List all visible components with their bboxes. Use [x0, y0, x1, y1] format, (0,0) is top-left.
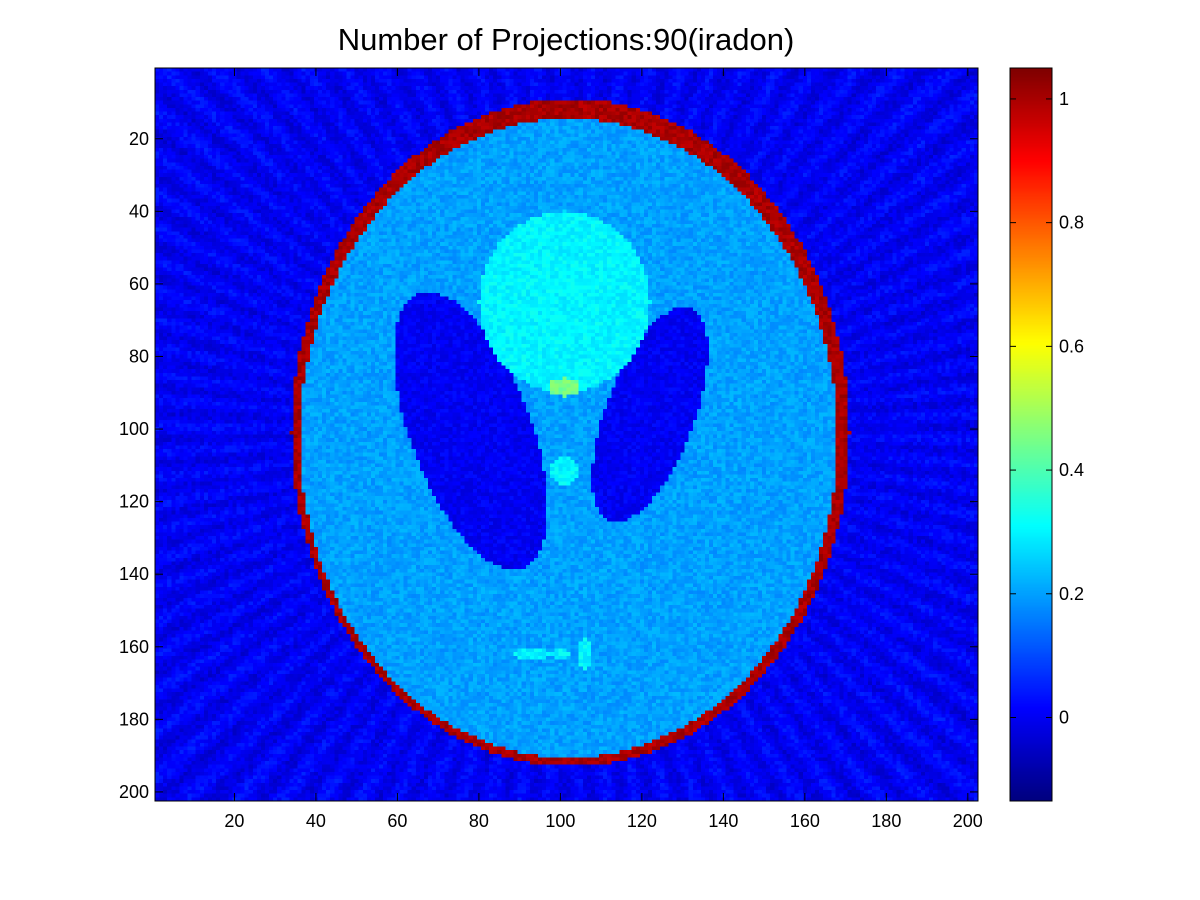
- colorbar-ticks: 0 0.2 0.4 0.6 0.8 1: [1010, 89, 1084, 727]
- y-tick-label: 200: [119, 782, 149, 802]
- colorbar: 0 0.2 0.4 0.6 0.8 1: [1009, 67, 1084, 802]
- x-tick-label: 200: [953, 811, 983, 831]
- colorbar-tick-label: 0.4: [1059, 460, 1084, 480]
- y-tick-label: 80: [129, 346, 149, 366]
- x-tick-label: 20: [224, 811, 244, 831]
- plot-area: 20 40 60 80 100 120 140 160 180 200 20 40 60 80 100 12…: [119, 67, 983, 831]
- x-axis: 20 40 60 80 100 120 140 160 180 200: [224, 68, 983, 831]
- x-tick-label: 160: [790, 811, 820, 831]
- y-tick-label: 40: [129, 201, 149, 221]
- x-tick-label: 100: [545, 811, 575, 831]
- y-tick-label: 140: [119, 564, 149, 584]
- plot-frame: [154, 67, 979, 802]
- colorbar-tick-label: 1: [1059, 89, 1069, 109]
- y-tick-label: 20: [129, 129, 149, 149]
- chart-title: Number of Projections:90(iradon): [338, 22, 795, 57]
- y-tick-label: 160: [119, 637, 149, 657]
- y-tick-label: 100: [119, 419, 149, 439]
- x-tick-label: 120: [627, 811, 657, 831]
- x-tick-label: 60: [387, 811, 407, 831]
- y-axis: 20 40 60 80 100 120 140 160 180 200: [119, 129, 978, 802]
- colorbar-gradient: [1010, 68, 1052, 801]
- x-tick-label: 140: [708, 811, 738, 831]
- x-tick-label: 180: [871, 811, 901, 831]
- colorbar-frame: [1009, 67, 1053, 802]
- x-tick-label: 40: [306, 811, 326, 831]
- colorbar-tick-label: 0.2: [1059, 584, 1084, 604]
- colorbar-tick-label: 0: [1059, 707, 1069, 727]
- heatmap-image: [155, 68, 978, 801]
- y-tick-label: 120: [119, 492, 149, 512]
- colorbar-tick-label: 0.6: [1059, 336, 1084, 356]
- x-tick-label: 80: [469, 811, 489, 831]
- y-tick-label: 60: [129, 274, 149, 294]
- colorbar-tick-label: 0.8: [1059, 213, 1084, 233]
- y-tick-label: 180: [119, 709, 149, 729]
